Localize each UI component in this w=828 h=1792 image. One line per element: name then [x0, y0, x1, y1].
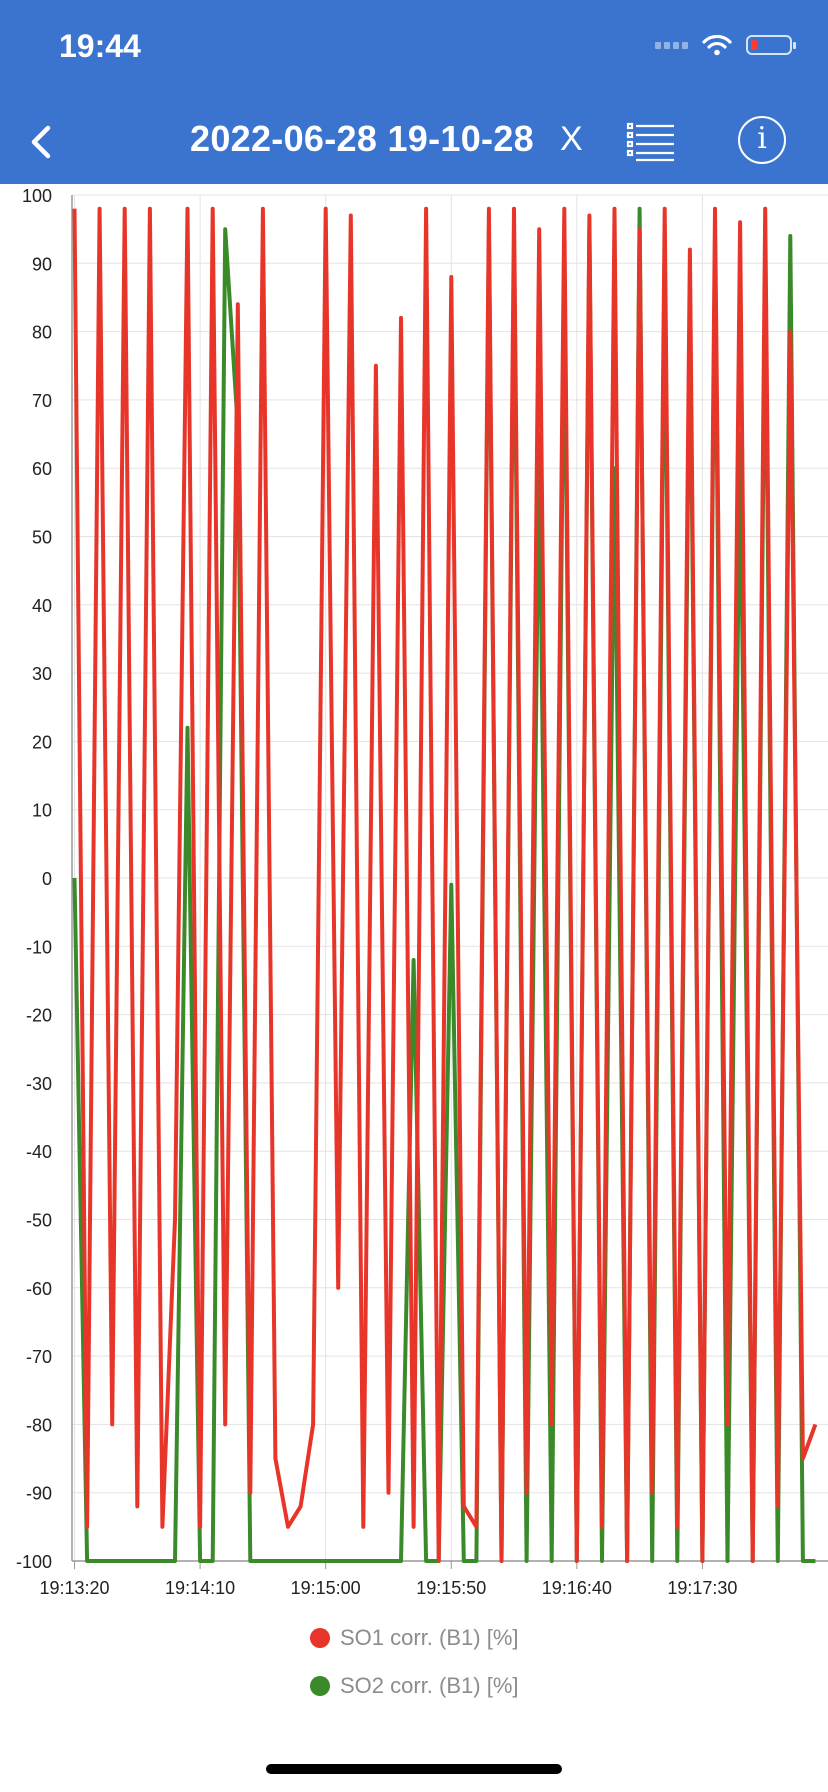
- line-chart: 1009080706050403020100-10-20-30-40-50-60…: [16, 186, 828, 1598]
- y-tick-label: 60: [32, 459, 52, 479]
- legend-item[interactable]: SO2 corr. (B1) [%]: [310, 1662, 610, 1710]
- y-tick-label: 90: [32, 254, 52, 274]
- y-tick-label: -60: [26, 1279, 52, 1299]
- x-tick-label: 19:13:20: [39, 1578, 109, 1598]
- legend-label: SO2 corr. (B1) [%]: [340, 1673, 519, 1698]
- series-line: [72, 206, 818, 1563]
- y-tick-label: -90: [26, 1484, 52, 1504]
- y-tick-label: 50: [32, 528, 52, 548]
- home-indicator: [266, 1764, 562, 1774]
- list-button[interactable]: [626, 120, 676, 164]
- legend-label: SO1 corr. (B1) [%]: [340, 1625, 519, 1650]
- legend-dot-icon: [310, 1676, 330, 1696]
- x-tick-label: 19:14:10: [165, 1578, 235, 1598]
- y-tick-label: 100: [22, 186, 52, 206]
- header-bar: 19:44 2022-06-28 19-10-28 X: [0, 0, 828, 184]
- y-tick-label: 70: [32, 391, 52, 411]
- x-tick-label: 19:15:00: [291, 1578, 361, 1598]
- y-tick-label: -50: [26, 1211, 52, 1231]
- navigation-bar: 2022-06-28 19-10-28 X i: [0, 100, 828, 184]
- wifi-icon: [702, 34, 732, 56]
- legend-item[interactable]: SO1 corr. (B1) [%]: [310, 1614, 610, 1662]
- x-tick-label: 19:16:40: [542, 1578, 612, 1598]
- y-tick-label: -100: [16, 1552, 52, 1572]
- y-tick-label: -10: [26, 937, 52, 957]
- battery-icon: [746, 35, 796, 55]
- y-tick-label: -70: [26, 1347, 52, 1367]
- y-tick-label: -30: [26, 1074, 52, 1094]
- y-tick-label: 0: [42, 869, 52, 889]
- back-button[interactable]: [22, 120, 62, 164]
- chart-series: [72, 206, 818, 1563]
- legend-dot-icon: [310, 1628, 330, 1648]
- x-tick-label: 19:15:50: [416, 1578, 486, 1598]
- y-tick-label: 80: [32, 323, 52, 343]
- y-tick-label: 20: [32, 732, 52, 752]
- y-axis-ticks: 1009080706050403020100-10-20-30-40-50-60…: [16, 186, 52, 1572]
- x-tick-label: 19:17:30: [667, 1578, 737, 1598]
- y-tick-label: -80: [26, 1415, 52, 1435]
- chart-legend: SO1 corr. (B1) [%] SO2 corr. (B1) [%]: [310, 1614, 610, 1710]
- y-tick-label: 10: [32, 801, 52, 821]
- close-button[interactable]: X: [560, 120, 583, 158]
- cellular-signal-icon: [655, 41, 688, 49]
- y-tick-label: 30: [32, 664, 52, 684]
- page-title: 2022-06-28 19-10-28: [190, 118, 534, 159]
- info-button[interactable]: i: [738, 116, 786, 164]
- y-tick-label: 40: [32, 596, 52, 616]
- y-tick-label: -20: [26, 1006, 52, 1026]
- status-time: 19:44: [59, 28, 141, 64]
- x-axis-ticks: 19:13:20 19:14:10 19:15:00 19:15:50 19:16:40…: [39, 1561, 737, 1598]
- y-tick-label: -40: [26, 1142, 52, 1162]
- status-icons: [655, 34, 796, 56]
